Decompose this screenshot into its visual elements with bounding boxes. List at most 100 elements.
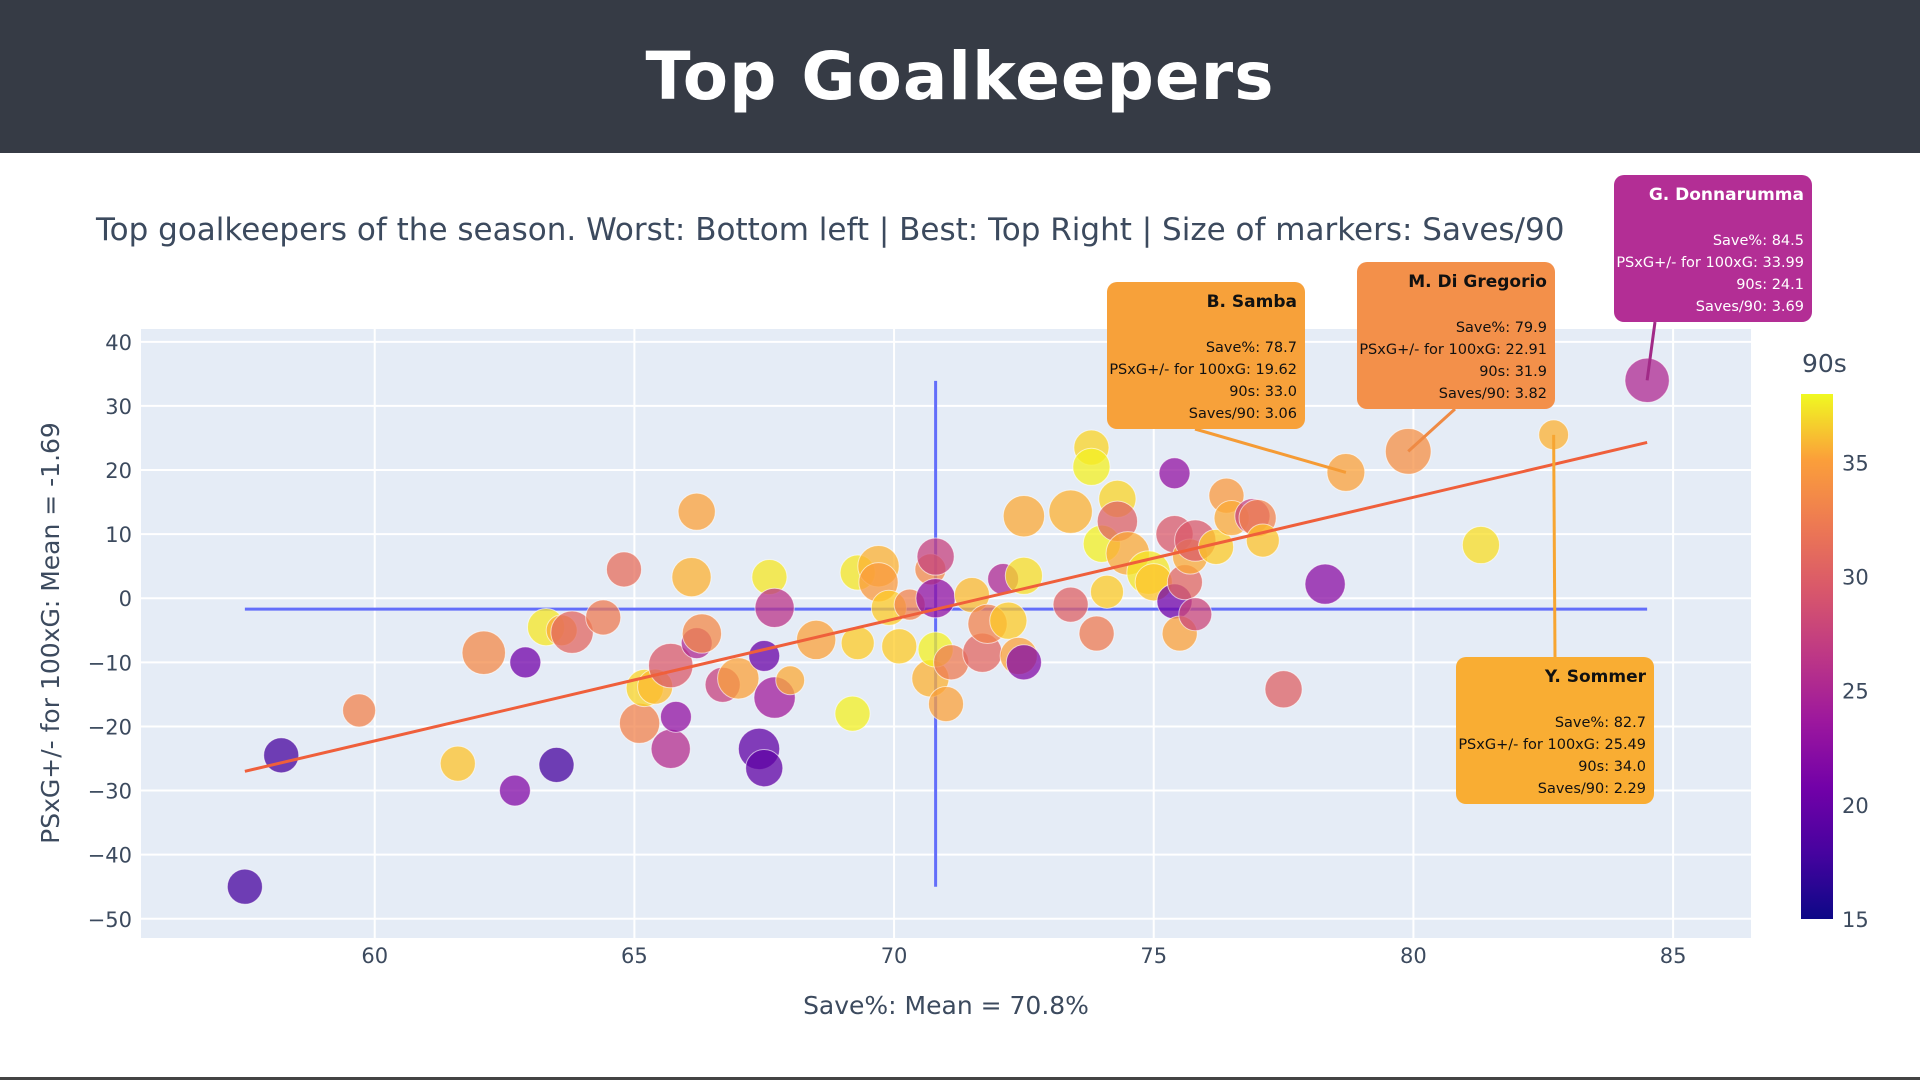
annotation-line: PSxG+/- for 100xG: 22.91 (1359, 342, 1547, 358)
y-tick-label: 40 (105, 331, 132, 355)
annotation-arrow (1194, 427, 1347, 474)
annotation-line: 90s: 33.0 (1229, 384, 1297, 400)
annotation-title: B. Samba (1207, 292, 1297, 312)
y-tick-label: 30 (105, 395, 132, 419)
colorbar-tick-label: 25 (1842, 680, 1869, 704)
annotation-title: Y. Sommer (1544, 667, 1647, 687)
annotation-line: 90s: 34.0 (1578, 759, 1646, 775)
annotation-y-sommer: Y. Sommer Save%: 82.7 PSxG+/- for 100xG: 2… (1456, 434, 1654, 804)
colorbar-tick-label: 15 (1842, 908, 1869, 932)
colorbar: 90s 15 20 25 30 35 (1801, 349, 1869, 932)
data-point (1002, 495, 1046, 538)
data-point (1158, 457, 1191, 490)
trendline (244, 441, 1648, 773)
annotation-line: Saves/90: 3.82 (1439, 386, 1547, 402)
data-point (439, 745, 476, 782)
y-tick-label: −40 (88, 844, 132, 868)
data-point (754, 587, 795, 628)
data-point (681, 613, 723, 654)
data-point (618, 702, 661, 744)
x-tick-label: 85 (1660, 944, 1687, 968)
y-tick-label: 20 (105, 459, 132, 483)
annotation-line: Saves/90: 3.69 (1696, 299, 1804, 315)
plot-area (141, 329, 1751, 938)
data-point (461, 630, 506, 675)
data-point (226, 868, 263, 905)
data-point (1178, 597, 1213, 632)
data-point (650, 728, 691, 770)
annotation-line: 90s: 24.1 (1736, 277, 1804, 293)
annotation-g-donnarumma: G. Donnarumma Save%: 84.5 PSxG+/- for 100x… (1614, 175, 1812, 381)
annotation-line: 90s: 31.9 (1479, 364, 1547, 380)
y-axis-label: PSxG+/- for 100xG: Mean = -1.69 (36, 422, 65, 844)
data-point (509, 646, 542, 679)
colorbar-tick-label: 30 (1842, 566, 1869, 590)
annotations: G. Donnarumma Save%: 84.5 PSxG+/- for 100x… (1107, 175, 1812, 804)
data-point (1048, 489, 1093, 534)
annotation-arrow (1407, 407, 1457, 453)
data-point (834, 695, 871, 732)
data-point (1461, 525, 1501, 565)
data-points (226, 357, 1670, 905)
data-point (989, 601, 1028, 640)
annotation-line: PSxG+/- for 100xG: 25.49 (1458, 737, 1646, 753)
trendline-line (244, 441, 1648, 773)
data-point (677, 492, 716, 531)
annotation-line: Saves/90: 2.29 (1538, 781, 1646, 797)
colorbar-tick-label: 35 (1842, 451, 1869, 475)
y-tick-label: −10 (88, 651, 132, 675)
annotation-box (1456, 657, 1654, 804)
y-tick-label: 10 (105, 523, 132, 547)
data-point (927, 685, 965, 723)
data-point (1072, 447, 1111, 486)
colorbar-tick-label: 20 (1842, 794, 1869, 818)
data-point (605, 551, 643, 588)
colorbar-title: 90s (1802, 349, 1847, 378)
x-tick-label: 75 (1140, 944, 1167, 968)
annotation-line: PSxG+/- for 100xG: 19.62 (1109, 362, 1297, 378)
data-point (916, 537, 955, 576)
data-point (498, 774, 531, 807)
data-point (1005, 644, 1042, 681)
annotation-box (1614, 175, 1812, 322)
data-point (585, 599, 622, 636)
annotation-line: Save%: 79.9 (1456, 320, 1547, 336)
data-point (1304, 563, 1346, 605)
annotation-arrow (1645, 321, 1657, 381)
annotation-arrow (1552, 434, 1557, 658)
x-axis-label: Save%: Mean = 70.8% (803, 991, 1089, 1020)
data-point (671, 556, 712, 598)
annotation-line: PSxG+/- for 100xG: 33.99 (1616, 255, 1804, 271)
page-title: Top Goalkeepers (645, 38, 1275, 115)
annotation-title: G. Donnarumma (1649, 185, 1804, 205)
annotation-line: Save%: 82.7 (1555, 715, 1646, 731)
data-point (1078, 615, 1115, 652)
annotation-line: Save%: 78.7 (1206, 340, 1297, 356)
y-tick-label: −20 (88, 715, 132, 739)
data-point (881, 628, 918, 665)
annotation-b-samba: B. Samba Save%: 78.7 PSxG+/- for 100xG: 19… (1107, 282, 1347, 474)
annotation-line: Save%: 84.5 (1713, 233, 1804, 249)
annotation-box (1107, 282, 1305, 429)
x-tick-label: 60 (361, 944, 388, 968)
data-point (748, 639, 781, 672)
data-point (659, 700, 692, 733)
data-point (745, 749, 784, 788)
x-tick-label: 65 (621, 944, 648, 968)
data-point (796, 619, 837, 661)
y-tick-label: −50 (88, 908, 132, 932)
data-point (1052, 586, 1089, 623)
chart-subtitle: Top goalkeepers of the season. Worst: Bo… (96, 212, 1565, 248)
data-point (263, 737, 300, 774)
data-point (1089, 574, 1125, 609)
annotation-box (1357, 262, 1555, 409)
data-point (775, 665, 806, 696)
data-point (717, 657, 760, 700)
colorbar-gradient (1801, 394, 1833, 919)
y-tick-label: −30 (88, 780, 132, 804)
annotation-line: Saves/90: 3.06 (1189, 406, 1297, 422)
axis-ticks: 60 65 70 75 80 85 40 30 20 10 0 −10 −20 −30 −40 −50 (88, 331, 1687, 968)
data-point (1245, 523, 1280, 558)
header-bar: Top Goalkeepers (0, 0, 1920, 153)
